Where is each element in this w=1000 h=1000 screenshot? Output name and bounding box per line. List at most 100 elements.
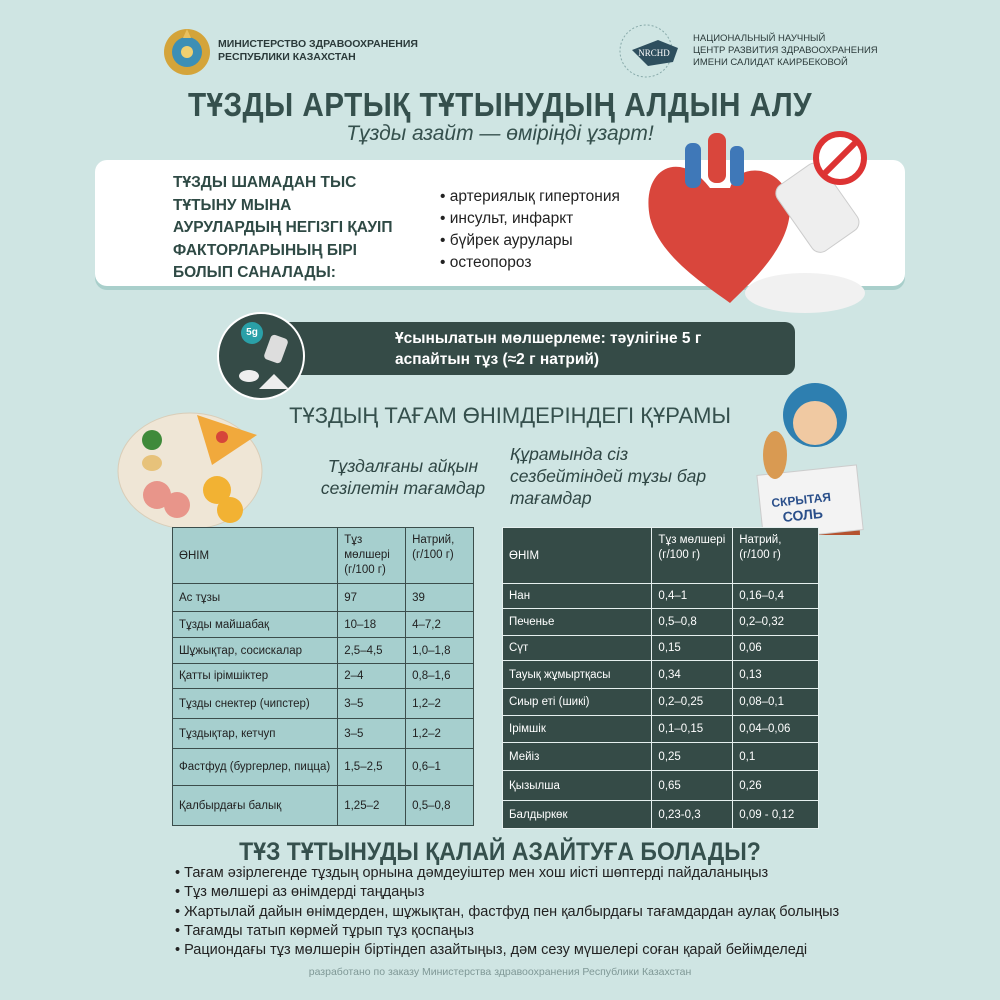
table-cell: 0,65 (651, 770, 734, 801)
risk-list: артериялық гипертония инсульт, инфаркт б… (440, 186, 620, 274)
table-row: Нан 0,4–1 0,16–0,4 (501, 583, 819, 609)
obvious-salt-table: ӨНІМ Тұз мөлшері (г/100 г) Натрий, (г/100 … (171, 527, 474, 826)
risk-item: остеопороз (440, 252, 620, 274)
table-row: Мейіз 0,25 0,1 (501, 742, 819, 771)
table-cell: 0,23-0,3 (651, 800, 734, 829)
table-cell: 1,2–2 (405, 718, 474, 749)
table-cell: 0,13 (732, 660, 819, 689)
nrchd-line-3: ИМЕНИ САЛИДАТ КАИРБЕКОВОЙ (693, 57, 848, 68)
five-gram-badge: 5g (241, 322, 263, 344)
page-title: ТҰЗДЫ АРТЫҚ ТҰТЫНУДЫҢ АЛДЫН АЛУ (187, 86, 813, 123)
table-cell: 0,2–0,32 (732, 608, 819, 636)
table-row: Фастфуд (бургерлер, пицца) 1,5–2,5 0,6–1 (171, 748, 474, 786)
risk-item: артериялық гипертония (440, 186, 620, 208)
table-cell: Нан (501, 583, 653, 609)
table-cell: 4–7,2 (405, 611, 474, 638)
table-row: Ас тұзы 97 39 (171, 583, 474, 612)
table-header-row: ӨНІМ Тұз мөлшері (г/100 г) Натрий, (г/100 … (171, 527, 474, 584)
nrchd-logo: NRCHD (618, 22, 684, 85)
table-cell: Сүт (501, 635, 653, 661)
table-cell: 0,16–0,4 (732, 583, 819, 609)
table-cell: 0,26 (732, 770, 819, 801)
table-cell: 3–5 (337, 688, 407, 719)
table-cell: Тұзды майшабақ (171, 611, 339, 638)
nrchd-line-2: ЦЕНТР РАЗВИТИЯ ЗДРАВООХРАНЕНИЯ (693, 45, 878, 56)
table-row: Тұздықтар, кетчуп 3–5 1,2–2 (171, 718, 474, 749)
right-table-subtitle: Құрамында сіз сезбейтіндей тұзы бар таға… (510, 444, 707, 508)
tip-item: Рациондағы тұз мөлшерін біртіндеп азайты… (175, 941, 839, 960)
table-cell: 0,1–0,15 (651, 715, 734, 743)
table-cell: 10–18 (337, 611, 407, 638)
page-subtitle: Тұзды азайт — өміріңді ұзарт! (346, 122, 654, 145)
ministry-line-1: МИНИСТЕРСТВО ЗДРАВООХРАНЕНИЯ (218, 38, 418, 50)
table-cell: 0,6–1 (405, 748, 474, 786)
tip-item: Тағам әзірлегенде тұздың орнына дәмдеуіш… (175, 864, 839, 883)
table-cell: Тауық жұмыртқасы (501, 660, 653, 689)
tip-item: Жартылай дайын өнімдерден, шұжықтан, фас… (175, 903, 839, 922)
table-cell: Ірімшік (501, 715, 653, 743)
tip-item: Тағамды татып көрмей тұрып тұз қоспаңыз (175, 922, 839, 941)
table-cell: 39 (405, 583, 474, 612)
table-cell: ӨНІМ (501, 527, 653, 584)
table-cell: Тұзды снектер (чипстер) (171, 688, 339, 719)
table-row: Қатты ірімшіктер 2–4 0,8–1,6 (171, 663, 474, 689)
table-cell: 1,5–2,5 (337, 748, 407, 786)
table-cell: 0,04–0,06 (732, 715, 819, 743)
table-cell: 97 (337, 583, 407, 612)
table-cell: 0,5–0,8 (651, 608, 734, 636)
recommendation-banner: Ұсынылатын мөлшерлеме: тәулігіне 5 г асп… (255, 322, 795, 375)
nrchd-name: НАЦИОНАЛЬНЫЙ НАУЧНЫЙ ЦЕНТР РАЗВИТИЯ ЗДРА… (693, 33, 878, 69)
kz-emblem-logo (163, 26, 211, 83)
table-cell: 0,34 (651, 660, 734, 689)
table-cell: 1,0–1,8 (405, 637, 474, 664)
table-cell: 2,5–4,5 (337, 637, 407, 664)
table-row: Ірімшік 0,1–0,15 0,04–0,06 (501, 715, 819, 743)
table-row: Сүт 0,15 0,06 (501, 635, 819, 661)
tip-item: Тұз мөлшері аз өнімдерді таңдаңыз (175, 883, 839, 902)
table-cell: 0,09 - 0,12 (732, 800, 819, 829)
how-to-reduce-title: ТҰЗ ТҰТЫНУДЫ ҚАЛАЙ АЗАЙТУҒА БОЛАДЫ? (239, 838, 761, 866)
section-title: ТҰЗДЫҢ ТАҒАМ ӨНІМДЕРІНДЕГІ ҚҰРАМЫ (289, 403, 731, 428)
table-cell: Қатты ірімшіктер (171, 663, 339, 689)
woman-hidden-salt-illustration: СКРЫТАЯ СОЛЬ (745, 375, 880, 545)
risk-item: бүйрек аурулары (440, 230, 620, 252)
table-cell: 0,4–1 (651, 583, 734, 609)
table-cell: 1,25–2 (337, 785, 407, 826)
table-row: Балдыркөк 0,23-0,3 0,09 - 0,12 (501, 800, 819, 829)
table-cell: Тұздықтар, кетчуп (171, 718, 339, 749)
table-row: Қалбырдағы балық 1,25–2 0,5–0,8 (171, 785, 474, 826)
table-header-row: ӨНІМ Тұз мөлшері (г/100 г) Натрий, (г/100 … (501, 527, 819, 584)
table-cell: Тұз мөлшері (г/100 г) (651, 527, 734, 584)
table-row: Тұзды майшабақ 10–18 4–7,2 (171, 611, 474, 638)
table-cell: Тұз мөлшері (г/100 г) (337, 527, 407, 584)
table-cell: 0,06 (732, 635, 819, 661)
table-cell: 1,2–2 (405, 688, 474, 719)
table-row: Сиыр еті (шикі) 0,2–0,25 0,08–0,1 (501, 688, 819, 716)
table-cell: 0,15 (651, 635, 734, 661)
hidden-salt-table: ӨНІМ Тұз мөлшері (г/100 г) Натрий, (г/100 … (501, 527, 819, 829)
salt-shaker-icon: 5g (217, 312, 305, 400)
ministry-name: МИНИСТЕРСТВО ЗДРАВООХРАНЕНИЯ РЕСПУБЛИКИ … (218, 38, 418, 64)
table-row: Шұжықтар, сосискалар 2,5–4,5 1,0–1,8 (171, 637, 474, 664)
table-cell: 2–4 (337, 663, 407, 689)
table-cell: 0,1 (732, 742, 819, 771)
table-row: Тұзды снектер (чипстер) 3–5 1,2–2 (171, 688, 474, 719)
nrchd-logo-text: NRCHD (638, 48, 670, 58)
table-cell: Қалбырдағы балық (171, 785, 339, 826)
table-cell: Сиыр еті (шикі) (501, 688, 653, 716)
heart-salt-illustration (640, 128, 910, 318)
table-cell: Фастфуд (бургерлер, пицца) (171, 748, 339, 786)
table-cell: ӨНІМ (171, 527, 339, 584)
table-row: Печенье 0,5–0,8 0,2–0,32 (501, 608, 819, 636)
footer-credit: разработано по заказу Министерства здрав… (308, 966, 692, 978)
left-table-subtitle: Тұздалғаны айқын сезілетін тағамдар (320, 456, 486, 498)
risk-item: инсульт, инфаркт (440, 208, 620, 230)
table-row: Тауық жұмыртқасы 0,34 0,13 (501, 660, 819, 689)
table-cell: 0,8–1,6 (405, 663, 474, 689)
table-cell: 0,5–0,8 (405, 785, 474, 826)
table-cell: Шұжықтар, сосискалар (171, 637, 339, 664)
table-row: Қызылша 0,65 0,26 (501, 770, 819, 801)
table-cell: Печенье (501, 608, 653, 636)
table-cell: 3–5 (337, 718, 407, 749)
table-cell: Қызылша (501, 770, 653, 801)
